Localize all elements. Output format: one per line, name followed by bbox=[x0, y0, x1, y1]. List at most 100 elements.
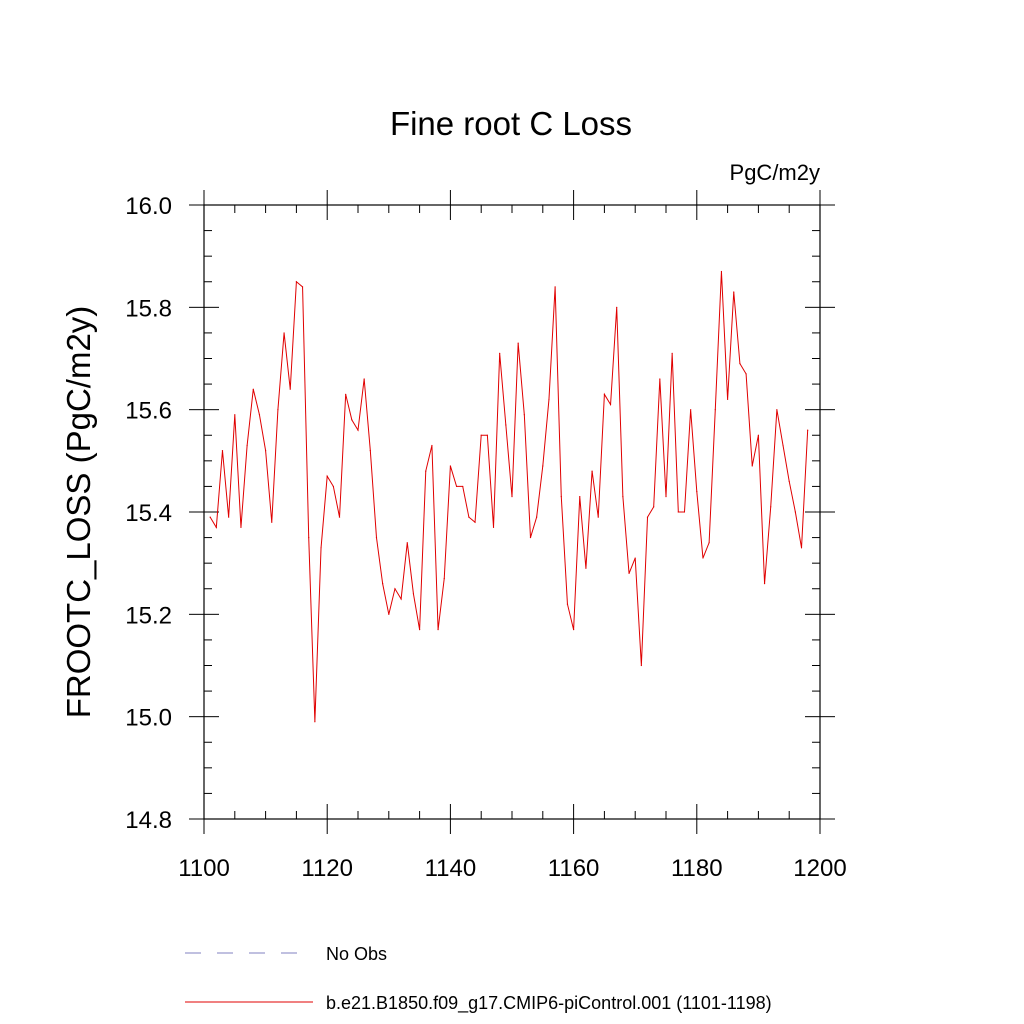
plot-frame bbox=[203, 204, 821, 820]
y-axis-label: FROOTC_LOSS (PgC/m2y) bbox=[60, 306, 97, 719]
data-point bbox=[622, 496, 624, 498]
data-point bbox=[357, 429, 359, 431]
data-point bbox=[616, 306, 618, 308]
data-point bbox=[277, 409, 279, 411]
series-line bbox=[209, 271, 809, 722]
data-point bbox=[320, 547, 322, 549]
data-point bbox=[363, 378, 365, 380]
y-tick-label: 16.0 bbox=[125, 193, 172, 220]
data-point bbox=[375, 536, 378, 539]
data-point bbox=[573, 629, 575, 631]
data-point bbox=[603, 393, 606, 395]
data-point bbox=[425, 470, 427, 472]
y-tick-label: 15.2 bbox=[125, 602, 172, 629]
data-point bbox=[455, 485, 458, 488]
data-point bbox=[542, 465, 544, 467]
data-point bbox=[720, 270, 723, 273]
data-point bbox=[640, 664, 642, 667]
data-point bbox=[579, 496, 581, 498]
data-point bbox=[763, 583, 766, 585]
data-point bbox=[714, 409, 716, 411]
data-point bbox=[382, 583, 384, 585]
data-point bbox=[338, 516, 341, 518]
data-point bbox=[271, 521, 273, 523]
data-point bbox=[628, 572, 630, 575]
x-tick-label: 1100 bbox=[178, 855, 230, 882]
data-point bbox=[332, 485, 334, 488]
data-point bbox=[776, 409, 778, 411]
data-point bbox=[708, 542, 710, 544]
data-point bbox=[536, 516, 538, 518]
series-group bbox=[209, 270, 809, 723]
data-point bbox=[646, 516, 649, 518]
data-point bbox=[308, 536, 310, 539]
data-point bbox=[406, 542, 408, 544]
data-point bbox=[696, 490, 698, 493]
data-point bbox=[745, 373, 747, 375]
data-point bbox=[419, 629, 421, 631]
data-point bbox=[653, 506, 655, 508]
data-point bbox=[807, 429, 809, 431]
data-point bbox=[659, 378, 661, 380]
data-point bbox=[314, 721, 316, 723]
data-point bbox=[400, 598, 402, 600]
x-tick-label: 1160 bbox=[548, 855, 600, 882]
y-tick-label: 15.6 bbox=[125, 398, 172, 425]
y-tick-label: 15.4 bbox=[125, 500, 172, 527]
data-point bbox=[591, 470, 593, 472]
data-point bbox=[690, 409, 692, 411]
x-tick-label: 1140 bbox=[425, 855, 477, 882]
data-point bbox=[252, 388, 254, 390]
data-point bbox=[492, 526, 495, 528]
data-point bbox=[437, 629, 439, 631]
data-point bbox=[788, 480, 790, 482]
y-tick-label: 14.8 bbox=[125, 807, 172, 834]
data-point bbox=[283, 332, 285, 334]
data-point bbox=[677, 511, 679, 513]
data-point bbox=[474, 521, 476, 523]
data-point bbox=[529, 536, 532, 539]
data-point bbox=[794, 511, 796, 513]
data-point bbox=[597, 516, 599, 518]
data-point bbox=[757, 434, 760, 436]
data-point bbox=[388, 613, 390, 615]
data-point bbox=[209, 516, 211, 518]
data-point bbox=[733, 291, 735, 293]
plot-axes bbox=[189, 190, 835, 834]
data-point bbox=[345, 393, 347, 395]
data-point bbox=[295, 281, 297, 283]
data-point bbox=[326, 475, 328, 477]
data-point bbox=[499, 352, 501, 354]
data-point bbox=[727, 398, 729, 401]
data-point bbox=[228, 516, 230, 518]
data-point bbox=[800, 547, 803, 549]
data-point bbox=[770, 506, 772, 508]
legend-label: No Obs bbox=[326, 944, 387, 964]
data-point bbox=[289, 388, 291, 390]
data-point bbox=[431, 444, 433, 447]
units-label: PgC/m2y bbox=[730, 160, 820, 185]
legend: No Obs b.e21.B1850.f09_g17.CMIP6-piContro… bbox=[185, 944, 772, 1014]
data-point bbox=[609, 403, 612, 406]
data-point bbox=[782, 444, 784, 447]
data-point bbox=[221, 450, 224, 452]
data-point bbox=[369, 450, 371, 452]
y-tick-label: 15.8 bbox=[125, 295, 172, 322]
chart-title: Fine root C Loss bbox=[390, 105, 632, 142]
data-point bbox=[234, 414, 236, 416]
data-point bbox=[246, 444, 248, 447]
data-point bbox=[751, 465, 753, 467]
data-point bbox=[301, 286, 304, 288]
data-point bbox=[566, 603, 569, 605]
data-point bbox=[394, 588, 396, 590]
data-point bbox=[702, 557, 704, 559]
data-point bbox=[468, 516, 470, 518]
data-point bbox=[665, 496, 667, 498]
data-point bbox=[258, 414, 261, 416]
legend-label: b.e21.B1850.f09_g17.CMIP6-piControl.001 … bbox=[326, 993, 772, 1014]
data-point bbox=[412, 593, 415, 595]
data-point bbox=[505, 424, 507, 426]
x-tick-label: 1120 bbox=[301, 855, 353, 882]
data-point bbox=[486, 434, 488, 436]
